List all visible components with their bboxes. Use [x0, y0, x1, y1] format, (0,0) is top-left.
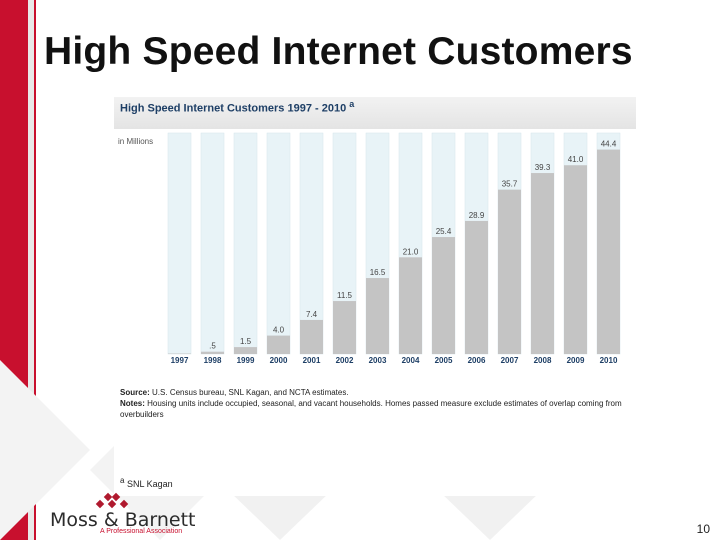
bar-2003 [366, 278, 389, 354]
chart-header-band [114, 97, 636, 129]
reference-footnote: a SNL Kagan [120, 476, 173, 489]
bar-2006 [465, 220, 488, 354]
x-tick-2008: 2008 [534, 356, 552, 365]
value-label-2003: 16.5 [370, 268, 386, 277]
reference-text: SNL Kagan [126, 479, 173, 489]
value-label-2002: 11.5 [337, 291, 353, 300]
x-tick-1997: 1997 [171, 356, 189, 365]
bar-track-1997 [167, 132, 192, 355]
value-label-1999: 1.5 [240, 337, 252, 346]
source-line: Source: U.S. Census bureau, SNL Kagan, a… [120, 387, 630, 398]
value-label-2007: 35.7 [502, 180, 518, 189]
slide-title: High Speed Internet Customers [44, 30, 633, 73]
bar-2002 [333, 301, 356, 354]
logo-mark [95, 492, 129, 509]
bar-2007 [498, 189, 521, 354]
bar-1999 [234, 347, 257, 354]
bar-2010 [597, 149, 620, 354]
bar-2004 [399, 257, 422, 354]
footnotes: Source: U.S. Census bureau, SNL Kagan, a… [120, 387, 630, 420]
bar-track-2000 [266, 132, 291, 355]
notes-label: Notes: [120, 399, 145, 408]
value-label-2010: 44.4 [601, 140, 617, 149]
x-tick-2009: 2009 [567, 356, 585, 365]
value-label-2006: 28.9 [469, 211, 485, 220]
x-tick-2005: 2005 [435, 356, 453, 365]
reference-marker: a [120, 476, 125, 485]
bar-2001 [300, 319, 323, 354]
x-tick-2000: 2000 [270, 356, 288, 365]
bar-2009 [564, 165, 587, 354]
value-label-2004: 21.0 [403, 247, 419, 256]
bar-2008 [531, 173, 554, 354]
value-label-2005: 25.4 [436, 227, 452, 236]
bar-track-1998 [200, 132, 225, 355]
x-tick-2001: 2001 [303, 356, 321, 365]
chart-title: High Speed Internet Customers 1997 - 201… [120, 99, 354, 115]
value-label-2001: 7.4 [306, 310, 318, 319]
logo-tagline: A Professional Association [100, 528, 183, 535]
chart-y-axis-label: in Millions [118, 137, 154, 146]
notes-line: Notes: Housing units include occupied, s… [120, 398, 630, 420]
logo-name: Moss & Barnett [50, 509, 196, 531]
x-tick-2010: 2010 [600, 356, 618, 365]
bar-2000 [267, 335, 290, 354]
page-number: 10 [696, 522, 710, 536]
x-tick-2002: 2002 [336, 356, 354, 365]
left-accent-line [34, 0, 36, 540]
x-tick-1999: 1999 [237, 356, 255, 365]
value-label-1998: .5 [209, 342, 216, 351]
source-label: Source: [120, 388, 150, 397]
x-tick-2006: 2006 [468, 356, 486, 365]
source-text: U.S. Census bureau, SNL Kagan, and NCTA … [152, 388, 349, 397]
x-tick-2004: 2004 [402, 356, 420, 365]
notes-text: Housing units include occupied, seasonal… [120, 399, 622, 419]
chart-title-text: High Speed Internet Customers 1997 - 201… [120, 102, 347, 115]
x-tick-2007: 2007 [501, 356, 519, 365]
bar-1998 [201, 351, 224, 354]
bar-track-1999 [233, 132, 258, 355]
value-label-2008: 39.3 [535, 163, 551, 172]
x-tick-1998: 1998 [204, 356, 222, 365]
chart-title-superscript: a [349, 99, 355, 109]
left-accent-gap [28, 0, 34, 540]
value-label-2000: 4.0 [273, 326, 285, 335]
bar-2005 [432, 237, 455, 354]
value-label-2009: 41.0 [568, 155, 584, 164]
x-tick-2003: 2003 [369, 356, 387, 365]
